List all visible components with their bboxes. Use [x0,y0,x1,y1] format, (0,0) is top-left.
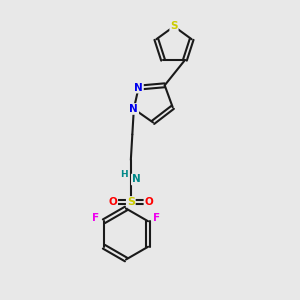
Text: N: N [134,82,143,93]
Text: N: N [132,175,141,184]
Text: F: F [153,213,160,223]
Text: O: O [109,197,117,207]
Text: S: S [127,197,135,207]
Text: H: H [120,169,128,178]
Text: S: S [170,21,178,32]
Text: F: F [92,213,99,223]
Text: N: N [130,104,138,114]
Text: O: O [145,197,153,207]
